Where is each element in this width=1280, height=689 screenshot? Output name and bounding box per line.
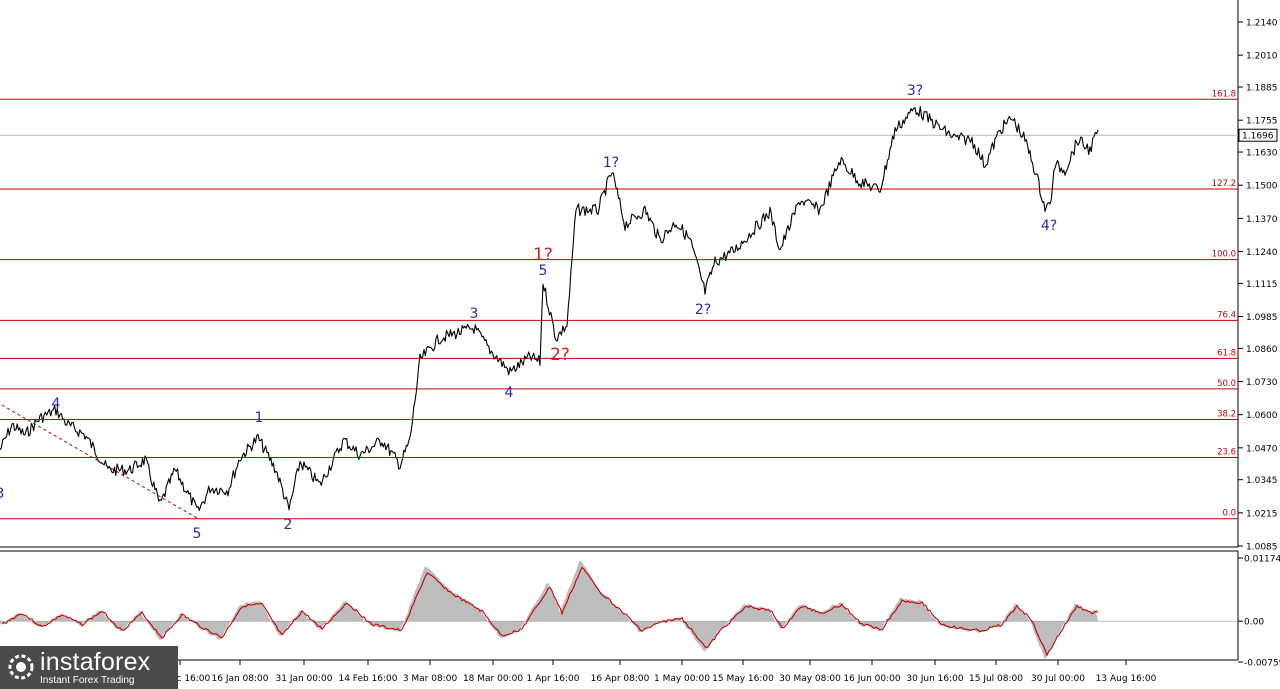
price-tick-label: 1.2010 — [1246, 52, 1278, 62]
trend-line — [1, 404, 198, 519]
price-tick-label: 1.0345 — [1246, 476, 1278, 486]
time-tick-label: 1 May 00:00 — [654, 674, 710, 684]
wave-label: 2? — [695, 302, 711, 318]
wave-label: 4 — [52, 396, 61, 412]
brand-name: instaforex — [40, 648, 151, 676]
time-tick-label: 31 Dec 16:00 — [150, 674, 211, 684]
time-tick-label: 16 Jan 08:00 — [212, 674, 269, 684]
price-tick-label: 1.0085 — [1246, 543, 1278, 553]
time-tick-label: 14 Feb 16:00 — [338, 674, 397, 684]
wave-label: 1 — [255, 410, 264, 426]
fib-level-label: 76.4 — [1217, 310, 1236, 320]
brand-tagline: Instant Forex Trading — [40, 675, 135, 686]
price-tick-label: 1.1240 — [1246, 248, 1278, 258]
price-tick-label: 1.1630 — [1246, 149, 1278, 159]
price-tick-label: 1.0985 — [1246, 313, 1278, 323]
oscillator-histogram — [0, 560, 1098, 660]
time-tick-label: 15 Jul 08:00 — [969, 674, 1023, 684]
fib-level-label: 23.6 — [1217, 448, 1236, 458]
time-tick-label: 1 Apr 16:00 — [527, 674, 580, 684]
wave-label: 2? — [550, 345, 570, 365]
oscillator-tick-label: 0.01174 — [1244, 555, 1280, 565]
wave-label: 4? — [1041, 218, 1057, 234]
wave-label: 1? — [533, 245, 553, 265]
time-tick-label: 16 Apr 08:00 — [591, 674, 650, 684]
time-axis: 31 Dec 16:00 16 Jan 08:00 31 Jan 00:00 14 F… — [150, 660, 1157, 684]
oscillator-tick-label: 0.00 — [1244, 618, 1264, 628]
fib-level-label: 161.8 — [1212, 89, 1236, 99]
wave-label: 5 — [539, 263, 548, 279]
time-tick-label: 30 May 08:00 — [779, 674, 841, 684]
oscillator-tick-label: -0.00759 — [1244, 659, 1280, 669]
price-tick-label: 1.2140 — [1246, 19, 1278, 29]
fibonacci-levels: 0.0 23.6 38.2 50.0 61.8 76.4 100.0 127.2 161.8 — [0, 89, 1238, 520]
wave-label: 3 — [470, 306, 479, 322]
time-tick-label: 30 Jun 16:00 — [906, 674, 963, 684]
price-tick-label: 1.1885 — [1246, 84, 1278, 94]
oscillator-signal-line — [1, 566, 1099, 657]
price-tick-label: 1.0860 — [1246, 345, 1278, 355]
instaforex-logo: instaforex Instant Forex Trading — [0, 646, 178, 689]
price-tick-label: 1.0215 — [1246, 509, 1278, 519]
wave-labels: 345123451?2?1?2?3?4? — [0, 83, 1057, 542]
time-tick-label: 18 Mar 00:00 — [463, 674, 523, 684]
wave-label: 3? — [907, 83, 923, 99]
wave-label: 2 — [284, 517, 293, 533]
price-tick-label: 1.1370 — [1246, 215, 1278, 225]
fib-level-label: 100.0 — [1212, 250, 1236, 260]
fib-level-label: 38.2 — [1217, 410, 1236, 420]
price-tick-label: 1.0600 — [1246, 411, 1278, 421]
price-tick-label: 1.1115 — [1246, 280, 1278, 290]
fib-level-label: 127.2 — [1212, 179, 1236, 189]
current-price-badge — [1238, 128, 1278, 142]
time-tick-label: 16 Jun 00:00 — [843, 674, 900, 684]
price-tick-label: 1.0470 — [1246, 444, 1278, 454]
time-tick-label: 15 May 16:00 — [712, 674, 774, 684]
wave-label: 1? — [603, 155, 619, 171]
oscillator-panel: 0.01174 0.00 -0.00759 — [0, 555, 1280, 669]
current-price-label: 1.1696 — [1242, 132, 1274, 142]
time-tick-label: 13 Aug 16:00 — [1096, 674, 1157, 684]
price-line — [0, 106, 1099, 512]
wave-label: 4 — [505, 385, 514, 401]
fib-level-label: 50.0 — [1217, 379, 1236, 389]
wave-label: 3 — [0, 486, 4, 502]
logo-gear-icon — [8, 654, 34, 680]
price-axis: 1.2140 1.2010 1.1885 1.1755 1.1630 1.1500 1.13… — [0, 19, 1278, 553]
time-tick-label: 30 Jul 00:00 — [1031, 674, 1085, 684]
wave-label: 5 — [193, 526, 202, 542]
time-tick-label: 3 Mar 08:00 — [403, 674, 458, 684]
time-tick-label: 31 Jan 00:00 — [276, 674, 333, 684]
price-series — [0, 106, 1099, 519]
price-tick-label: 1.1500 — [1246, 182, 1278, 192]
price-tick-label: 1.1755 — [1246, 117, 1278, 127]
price-tick-label: 1.0730 — [1246, 378, 1278, 388]
fib-level-label: 0.0 — [1222, 509, 1236, 519]
fib-level-label: 61.8 — [1217, 348, 1236, 358]
